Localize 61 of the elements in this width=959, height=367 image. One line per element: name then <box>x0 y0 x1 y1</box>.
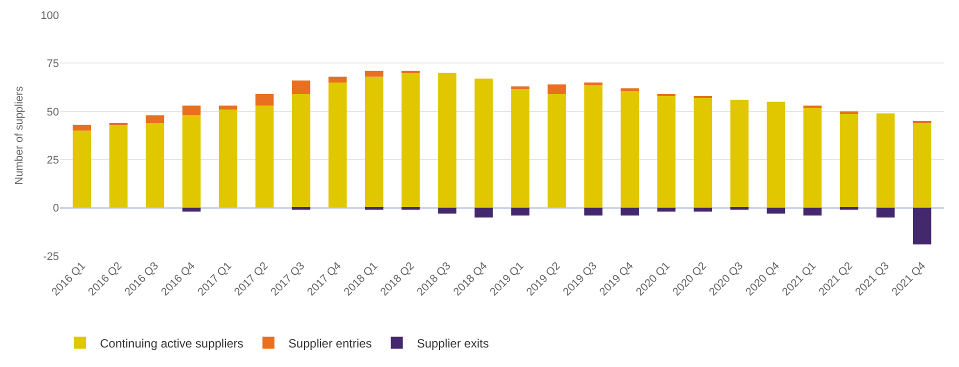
bar <box>876 208 895 218</box>
bar <box>840 111 858 114</box>
bar <box>402 72 420 208</box>
bar <box>620 208 639 216</box>
bar <box>292 207 310 210</box>
bar <box>584 208 602 216</box>
legend-label: Supplier entries <box>288 336 372 350</box>
bar <box>511 88 530 208</box>
bar <box>365 70 384 77</box>
bar <box>182 115 201 208</box>
y-tick-label: 25 <box>46 154 59 166</box>
bar <box>803 208 822 216</box>
bar <box>474 78 493 208</box>
y-axis-title: Number of suppliers <box>13 86 26 185</box>
bar <box>146 122 164 208</box>
bar <box>657 96 676 208</box>
bar <box>402 207 420 210</box>
bar <box>146 115 164 123</box>
bar <box>694 98 712 208</box>
bar <box>620 90 639 208</box>
bar <box>365 207 384 210</box>
bar <box>438 72 456 208</box>
bar <box>328 82 347 208</box>
bar <box>218 106 238 110</box>
bar <box>840 207 858 210</box>
bar <box>766 208 786 214</box>
bar <box>803 108 822 208</box>
bar <box>72 124 92 131</box>
bar <box>912 208 932 244</box>
bar <box>218 109 238 208</box>
bar <box>438 208 456 214</box>
bar <box>766 102 786 208</box>
bar <box>109 124 128 208</box>
bar <box>548 94 566 208</box>
legend-label: Continuing active suppliers <box>100 336 244 350</box>
bar <box>730 100 749 208</box>
bar <box>511 86 530 89</box>
y-tick-label: 0 <box>52 202 59 215</box>
bar <box>840 113 858 208</box>
bar <box>365 76 384 208</box>
y-tick-label: 75 <box>46 58 59 70</box>
bar <box>182 106 201 116</box>
bar <box>730 207 749 210</box>
bar <box>255 94 274 106</box>
bar <box>912 122 932 208</box>
bar <box>328 76 347 82</box>
bar <box>292 94 310 208</box>
bar <box>876 113 895 208</box>
bar <box>292 80 310 94</box>
bar <box>584 82 602 85</box>
y-tick-label: -25 <box>43 250 59 263</box>
bar <box>511 208 530 216</box>
bar <box>255 106 274 208</box>
bar <box>620 88 639 91</box>
y-tick-label: 50 <box>46 106 59 118</box>
bar <box>72 130 92 208</box>
bar <box>584 84 602 208</box>
legend-label: Supplier exits <box>416 336 489 350</box>
y-tick-label: 100 <box>40 10 59 22</box>
bar <box>548 84 566 94</box>
bar <box>474 208 493 218</box>
